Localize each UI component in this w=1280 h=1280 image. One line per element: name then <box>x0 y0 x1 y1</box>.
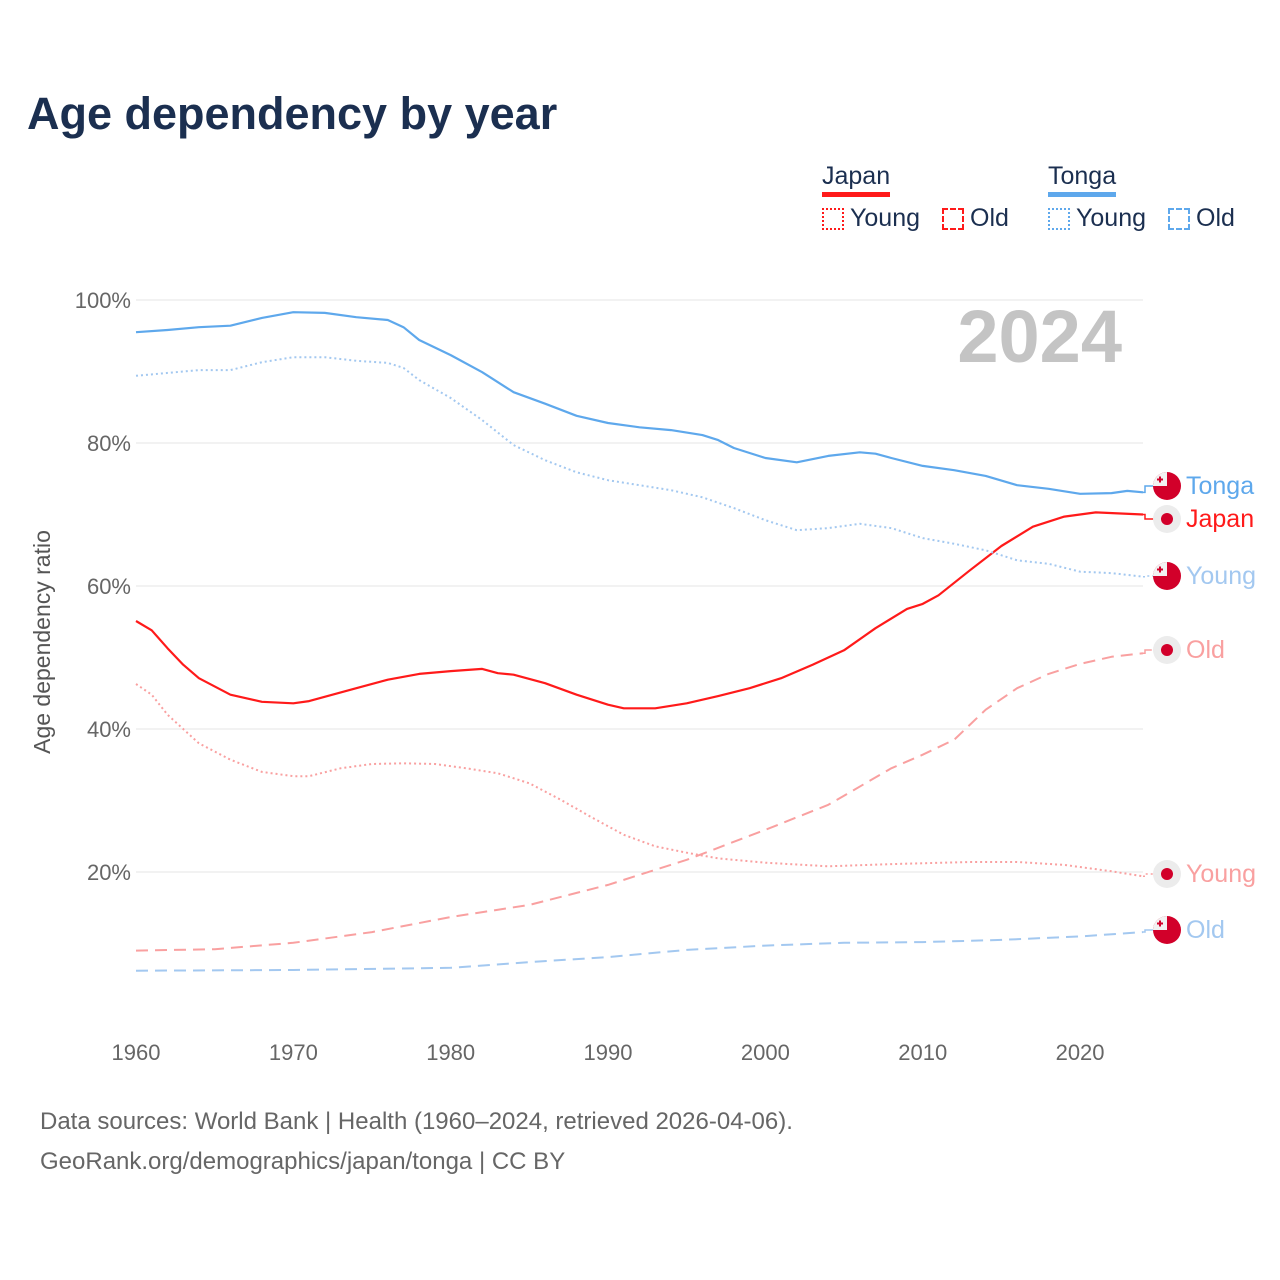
x-tick-label: 2010 <box>898 1040 947 1065</box>
legend-tonga[interactable]: Tonga <box>1048 162 1117 197</box>
y-tick-label: 80% <box>87 431 131 456</box>
label-connector <box>1143 575 1155 578</box>
legend-japan-swatch <box>822 192 891 197</box>
series-line-tonga-young[interactable] <box>135 356 1144 578</box>
x-tick-label: 2000 <box>741 1040 790 1065</box>
dashed-swatch-icon <box>1168 207 1190 230</box>
series-line-tonga[interactable] <box>135 311 1144 495</box>
tonga-flag-icon <box>1153 562 1181 590</box>
series-line-japan[interactable] <box>135 511 1144 710</box>
series-end-label: Japan <box>1186 505 1254 533</box>
label-connector <box>1143 485 1155 494</box>
legend-label: Old <box>970 204 1009 232</box>
series-end-label: Young <box>1186 860 1256 888</box>
legend-label: Old <box>1196 204 1235 232</box>
y-tick-label: 20% <box>87 860 131 885</box>
legend-japan-old[interactable]: Old <box>942 204 1009 233</box>
legend-japan-label: Japan <box>822 162 891 190</box>
label-connector <box>1143 513 1155 520</box>
source-line-1: Data sources: World Bank | Health (1960–… <box>40 1108 793 1135</box>
legend-tonga-old[interactable]: Old <box>1168 204 1235 233</box>
legend-tonga-swatch <box>1048 192 1117 197</box>
label-connector <box>1143 873 1155 878</box>
y-tick-label: 100% <box>75 288 131 313</box>
tonga-flag-icon <box>1153 472 1181 500</box>
series-line-japan-young[interactable] <box>135 683 1144 878</box>
source-line-2[interactable]: GeoRank.org/demographics/japan/tonga | C… <box>40 1148 566 1175</box>
label-connector <box>1143 649 1155 654</box>
x-tick-label: 2020 <box>1056 1040 1105 1065</box>
series-end-label: Tonga <box>1186 472 1254 500</box>
year-watermark: 2024 <box>957 295 1122 378</box>
legend-japan-young[interactable]: Young <box>822 204 920 233</box>
x-tick-label: 1960 <box>112 1040 161 1065</box>
series-line-tonga-old[interactable] <box>135 931 1144 972</box>
label-connector <box>1143 929 1155 933</box>
legend-tonga-label: Tonga <box>1048 162 1117 190</box>
legend-tonga-young[interactable]: Young <box>1048 204 1146 233</box>
y-tick-label: 60% <box>87 574 131 599</box>
legend-label: Young <box>1076 204 1146 232</box>
tonga-flag-icon <box>1153 916 1181 944</box>
chart-title: Age dependency by year <box>27 88 558 139</box>
y-tick-label: 40% <box>87 717 131 742</box>
y-axis-label: Age dependency ratio <box>29 530 55 754</box>
japan-flag-icon <box>1153 505 1181 533</box>
x-tick-label: 1970 <box>269 1040 318 1065</box>
x-tick-label: 1980 <box>426 1040 475 1065</box>
dotted-swatch-icon <box>822 207 844 230</box>
series-line-japan-old[interactable] <box>135 652 1144 952</box>
legend-label: Young <box>850 204 920 232</box>
dotted-swatch-icon <box>1048 207 1070 230</box>
series-end-label: Young <box>1186 562 1256 590</box>
dashed-swatch-icon <box>942 207 964 230</box>
legend-japan[interactable]: Japan <box>822 162 891 197</box>
x-tick-label: 1990 <box>584 1040 633 1065</box>
series-end-label: Old <box>1186 636 1225 664</box>
japan-flag-icon <box>1153 636 1181 664</box>
japan-flag-icon <box>1153 860 1181 888</box>
series-end-label: Old <box>1186 916 1225 944</box>
